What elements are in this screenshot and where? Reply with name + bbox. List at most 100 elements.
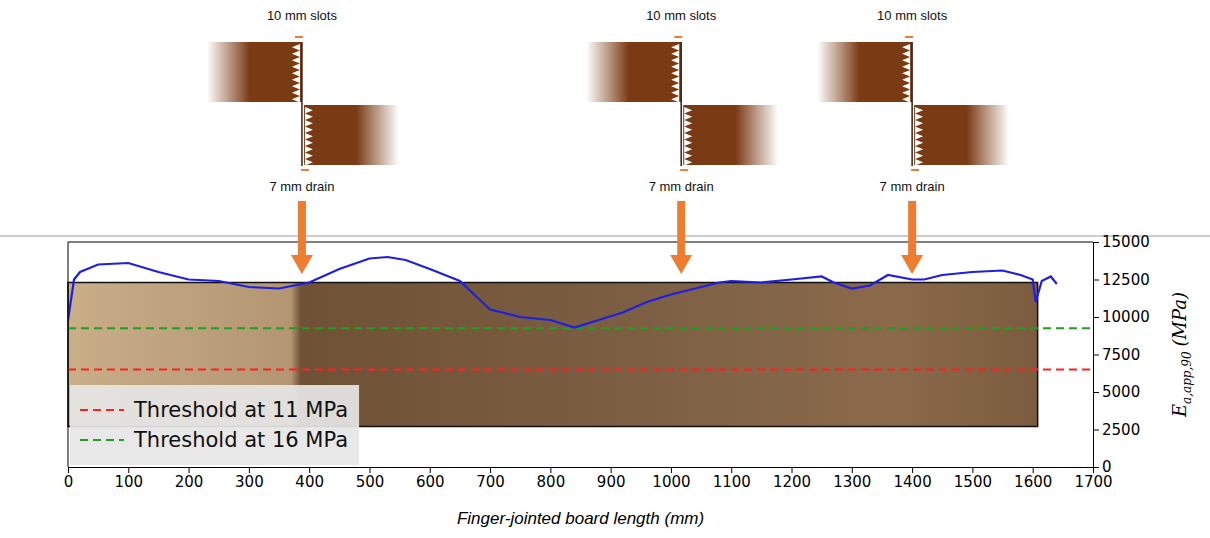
finger-teeth (671, 44, 679, 103)
joint-annotation: 10 mm slots 7 mm drain (817, 8, 1009, 274)
x-tick: 400 (295, 467, 324, 491)
x-tick: 800 (537, 467, 566, 491)
y-tick: 2500 (1093, 421, 1140, 439)
y-tick-mark (1093, 430, 1099, 431)
y-tick-label: 0 (1102, 458, 1112, 476)
y-axis-title: Ea,app,90(MPa) (1169, 292, 1194, 418)
legend-swatch (80, 409, 124, 411)
legend-label: Threshold at 16 MPa (133, 428, 348, 452)
y-tick-mark (1093, 242, 1099, 243)
joint-line (301, 42, 303, 166)
x-tick: 300 (235, 467, 264, 491)
y-tick: 5000 (1093, 383, 1140, 401)
frame (68, 242, 1093, 243)
y-tick-label: 12500 (1102, 271, 1150, 289)
x-axis: 0 100 200 300 400 500 600 700 800 900 1000 1100 1200… (64, 467, 1113, 491)
threshold-line (68, 327, 1093, 329)
x-tick-label: 600 (416, 473, 445, 491)
legend-label: Threshold at 11 MPa (133, 398, 348, 422)
drain-marker (911, 169, 919, 171)
legend-swatch (80, 439, 124, 441)
x-tick-label: 1300 (833, 473, 871, 491)
y-axis-line (1094, 243, 1100, 468)
y-axis-title-subscript: a,app,90 (1180, 351, 1194, 404)
y-axis: 0 2500 5000 7500 10000 12500 15000 (1093, 233, 1150, 476)
finger-teeth (902, 44, 910, 103)
x-tick: 100 (114, 467, 143, 491)
x-tick-label: 1400 (894, 473, 932, 491)
board-piece (207, 42, 302, 102)
frame (68, 242, 69, 467)
x-tick-label: 1100 (713, 473, 751, 491)
x-tick: 1600 (1014, 467, 1052, 491)
x-tick: 600 (416, 467, 445, 491)
legend-box (70, 385, 359, 465)
annotation-top-label: 10 mm slots (646, 8, 717, 23)
plot-area (68, 257, 1093, 370)
x-tick: 200 (175, 467, 204, 491)
annotation-top-label: 10 mm slots (267, 8, 338, 23)
x-tick: 0 (64, 467, 74, 491)
joint-annotation: 10 mm slots 7 mm drain (586, 8, 778, 274)
y-tick: 12500 (1093, 271, 1150, 289)
x-tick: 1100 (713, 467, 751, 491)
y-tick: 0 (1093, 458, 1112, 476)
board-piece (683, 105, 778, 165)
x-tick-label: 900 (597, 473, 626, 491)
x-tick-label: 100 (114, 473, 143, 491)
annotation-arrow (291, 201, 313, 274)
x-tick-label: 700 (476, 473, 505, 491)
x-tick: 1000 (652, 467, 690, 491)
y-tick-mark (1093, 317, 1099, 318)
finger-teeth (305, 107, 313, 166)
x-tick-label: 300 (235, 473, 264, 491)
y-tick-label: 15000 (1102, 233, 1150, 251)
annotation-arrow (670, 201, 692, 274)
board-piece (914, 105, 1009, 165)
x-tick: 1400 (894, 467, 932, 491)
y-tick: 10000 (1093, 308, 1150, 326)
drain-marker (680, 169, 688, 171)
joint-annotation: 10 mm slots 7 mm drain (207, 8, 399, 274)
x-tick-label: 500 (356, 473, 385, 491)
y-tick: 7500 (1093, 346, 1140, 364)
x-tick-label: 1500 (954, 473, 992, 491)
board-image (68, 283, 1038, 427)
annotation-bottom-label: 7 mm drain (269, 179, 334, 194)
x-tick: 1300 (833, 467, 871, 491)
x-tick-label: 1600 (1014, 473, 1052, 491)
y-tick-label: 10000 (1102, 308, 1150, 326)
x-tick: 1200 (773, 467, 811, 491)
drain-marker (301, 169, 309, 171)
board-piece (817, 42, 912, 102)
slot-marker (295, 36, 303, 38)
x-tick-label: 1000 (652, 473, 690, 491)
y-tick: 15000 (1093, 233, 1150, 251)
separator (0, 236, 1210, 237)
board-piece (586, 42, 681, 102)
y-tick-mark (1093, 280, 1099, 281)
x-tick: 500 (356, 467, 385, 491)
x-axis-title: Finger-jointed board length (mm) (457, 509, 704, 528)
annotation-bottom-label: 7 mm drain (649, 179, 714, 194)
y-tick-label: 5000 (1102, 383, 1140, 401)
x-tick-label: 200 (175, 473, 204, 491)
board-piece (304, 105, 399, 165)
annotation-bottom-label: 7 mm drain (880, 179, 945, 194)
finger-teeth (684, 107, 692, 166)
x-tick: 700 (476, 467, 505, 491)
x-tick-label: 800 (537, 473, 566, 491)
y-tick-mark (1093, 355, 1099, 356)
joint-line (680, 42, 682, 166)
x-tick-label: 1200 (773, 473, 811, 491)
y-tick-mark (1093, 392, 1099, 393)
threshold-line (68, 369, 1093, 371)
x-axis-line (69, 468, 1094, 474)
annotation-top-label: 10 mm slots (877, 8, 948, 23)
finger-teeth (292, 44, 300, 103)
y-tick-mark (1093, 467, 1099, 468)
y-axis-title-symbol: E (1169, 404, 1190, 418)
annotation-arrow (901, 201, 923, 274)
x-tick: 900 (597, 467, 626, 491)
x-tick-label: 0 (64, 473, 74, 491)
